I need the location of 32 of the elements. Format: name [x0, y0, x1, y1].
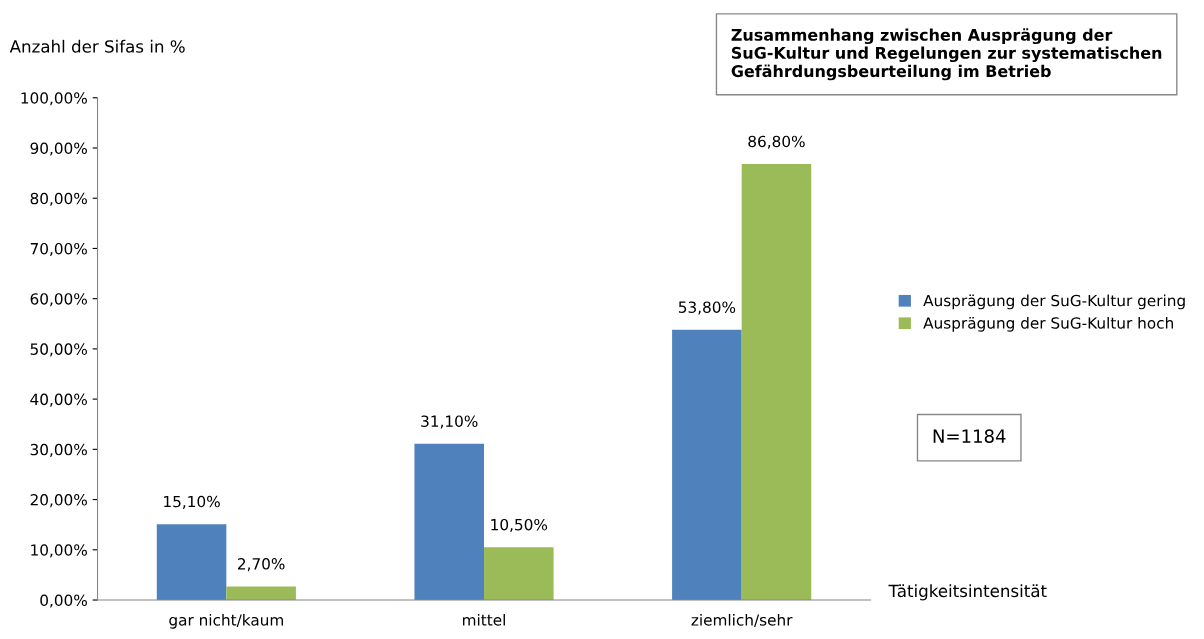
- y-tick-label: 60,00%: [30, 293, 87, 307]
- bar: [741, 164, 812, 601]
- y-tick-label: 0,00%: [40, 594, 87, 608]
- bar: [226, 586, 296, 601]
- y-tick-label: 20,00%: [30, 494, 87, 508]
- data-label: 10,50%: [491, 518, 548, 532]
- y-tick-label: 90,00%: [30, 142, 87, 156]
- x-axis-title: Tätigkeitsintensität: [888, 584, 1047, 601]
- y-tick-label: 50,00%: [30, 343, 87, 357]
- y-tick-label: 40,00%: [30, 393, 87, 407]
- text: N=1184: [933, 429, 1006, 443]
- data-label: 53,80%: [678, 301, 736, 315]
- y-tick-label: 10,00%: [31, 544, 87, 558]
- bar: [156, 524, 227, 601]
- y-axis-title: Anzahl der Sifas in %: [9, 39, 185, 53]
- legend-label: Ausprägung der SuG-Kultur gering: [923, 294, 1185, 310]
- data-label: 31,10%: [421, 415, 478, 429]
- data-label: 2,70%: [237, 558, 285, 572]
- y-tick-label: 100,00%: [21, 92, 87, 106]
- legend-label: Ausprägung der SuG-Kultur hoch: [923, 316, 1173, 332]
- y-tick-label: 70,00%: [30, 242, 87, 257]
- bar: [414, 443, 485, 601]
- x-tick-label: ziemlich/sehr: [691, 613, 793, 627]
- bar: [672, 329, 742, 601]
- y-tick-label: 80,00%: [30, 192, 87, 206]
- x-tick-label: gar nicht/kaum: [169, 613, 283, 629]
- x-tick-label: mittel: [463, 613, 505, 626]
- y-tick-label: 30,00%: [30, 443, 87, 457]
- bar: [484, 547, 554, 601]
- data-label: 15,10%: [164, 495, 220, 509]
- data-label: 86,80%: [748, 135, 805, 149]
- text: Zusammenhang zwischen Ausprägung der SuG-Kultur und Regelungen zur systematischen Gefährdungsbeurteilung im Betrieb: [731, 28, 1162, 81]
